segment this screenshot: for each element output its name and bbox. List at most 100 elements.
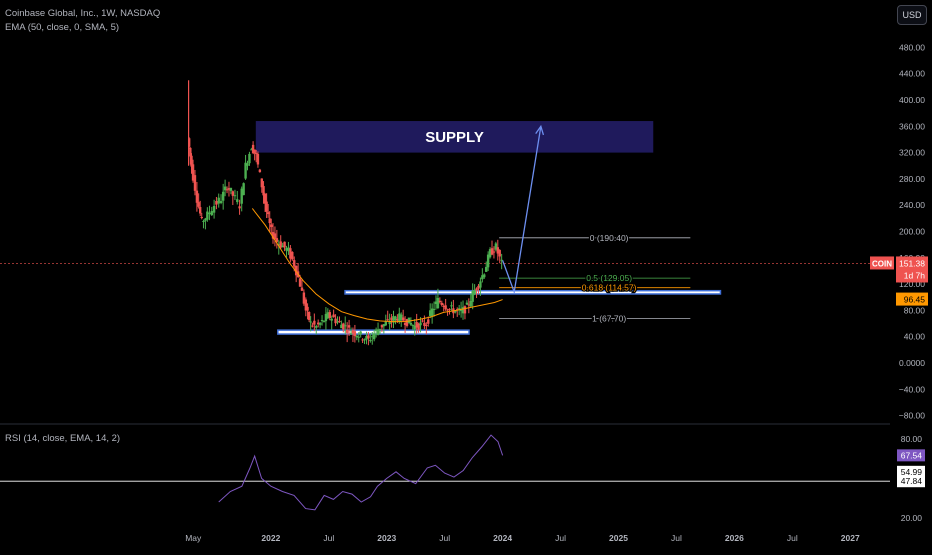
candle-body[interactable] [262,186,265,196]
candle-body[interactable] [423,322,426,326]
candle-body[interactable] [294,265,298,276]
candle-body[interactable] [287,247,290,252]
candle-body[interactable] [271,232,275,239]
candle-body[interactable] [283,241,286,248]
candle-body[interactable] [450,305,453,307]
candle-body[interactable] [330,318,333,321]
candle-body[interactable] [469,300,472,307]
candle-body[interactable] [479,281,482,288]
candle-body[interactable] [372,333,376,340]
candle-body[interactable] [307,311,311,320]
candle-body[interactable] [355,335,359,338]
candle-body[interactable] [340,324,343,329]
candle-body[interactable] [403,322,407,325]
candle-body[interactable] [405,319,409,326]
candle-body[interactable] [221,191,225,201]
candle-body[interactable] [190,155,193,167]
candle-body[interactable] [223,186,227,191]
projection-arrow[interactable] [502,126,542,295]
candle-body[interactable] [407,317,411,324]
candle-body[interactable] [236,199,239,203]
candle-body[interactable] [197,202,200,207]
candle-body[interactable] [326,312,330,319]
candle-body[interactable] [392,316,395,323]
candle-body[interactable] [396,318,399,321]
currency-button[interactable]: USD [897,5,927,25]
candle-body[interactable] [206,211,209,220]
candle-body[interactable] [380,324,384,328]
candle-body[interactable] [265,201,268,212]
candle-body[interactable] [270,224,273,227]
candle-body[interactable] [459,310,463,312]
candle-body[interactable] [432,308,436,310]
candle-body[interactable] [254,153,258,155]
candle-body[interactable] [242,183,245,196]
candle-body[interactable] [298,278,302,287]
candle-body[interactable] [320,319,324,321]
candle-body[interactable] [200,217,203,219]
candle-body[interactable] [342,323,345,330]
candle-body[interactable] [253,149,256,154]
candle-body[interactable] [233,195,237,197]
candle-body[interactable] [378,328,382,330]
candle-body[interactable] [210,211,213,216]
candle-body[interactable] [189,147,192,157]
candle-body[interactable] [309,321,312,323]
candle-body[interactable] [409,322,413,325]
last-price-badge[interactable] [896,256,928,283]
candle-body[interactable] [485,266,488,272]
candle-body[interactable] [256,153,260,165]
candle-body[interactable] [302,292,306,304]
candle-body[interactable] [413,325,416,330]
candle-body[interactable] [238,206,241,209]
candle-body[interactable] [436,297,440,309]
candle-body[interactable] [488,249,492,258]
rsi-lower-band-badge[interactable] [897,475,925,488]
candle-body[interactable] [347,325,351,328]
candle-body[interactable] [349,333,353,335]
rsi-value-badge[interactable] [897,449,925,462]
candle-body[interactable] [434,301,438,305]
candle-body[interactable] [225,189,229,191]
candle-body[interactable] [357,336,360,338]
candle-body[interactable] [202,221,205,223]
candle-body[interactable] [369,340,372,342]
candle-body[interactable] [353,331,357,337]
candle-body[interactable] [457,308,461,310]
candle-body[interactable] [351,330,355,334]
candle-body[interactable] [394,316,397,321]
candle-body[interactable] [477,285,480,289]
candle-body[interactable] [386,319,389,321]
candle-body[interactable] [229,187,233,191]
candle-body[interactable] [367,335,370,339]
candle-body[interactable] [332,314,335,318]
candle-body[interactable] [240,188,243,204]
candle-body[interactable] [273,233,277,240]
candle-body[interactable] [260,178,263,188]
candle-body[interactable] [401,317,405,321]
candle-body[interactable] [421,320,424,322]
candle-body[interactable] [266,212,270,215]
candle-body[interactable] [204,218,207,221]
candle-body[interactable] [486,254,490,268]
rsi-indicator-legend[interactable]: RSI (14, close, EMA, 14, 2) [5,433,121,444]
candle-body[interactable] [438,300,442,303]
candle-body[interactable] [361,339,364,341]
candle-body[interactable] [251,144,255,154]
symbol-title[interactable]: Coinbase Global, Inc., 1W, NASDAQ [5,8,161,19]
candle-body[interactable] [263,193,267,204]
ema-line[interactable] [251,208,503,323]
candle-body[interactable] [250,149,253,151]
candle-body[interactable] [279,241,282,248]
candle-body[interactable] [344,325,347,327]
candle-body[interactable] [281,245,284,248]
time-axis[interactable]: May 2022 Jul 2023 Jul 2024 Jul 2025 Jul 2026 Jul 20… [185,533,860,543]
candle-body[interactable] [345,329,349,333]
candle-body[interactable] [338,321,341,323]
candle-body[interactable] [215,201,218,205]
candle-body[interactable] [313,320,316,325]
candle-body[interactable] [419,322,422,326]
candle-body[interactable] [324,313,328,322]
candle-body[interactable] [193,175,197,191]
